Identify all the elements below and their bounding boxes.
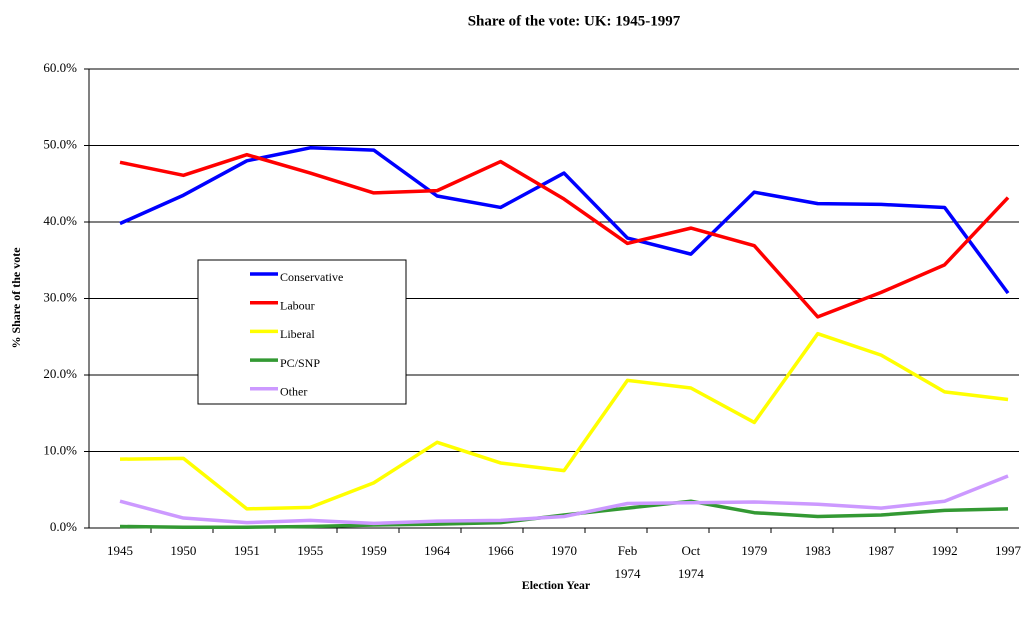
y-tick-label: 20.0% [43,366,77,381]
x-axis-label: Election Year [522,578,591,592]
legend-label: Labour [280,298,315,312]
x-tick-label: 1983 [804,543,831,558]
legend-box [197,259,407,405]
x-tick-label: 1959 [360,543,387,558]
x-tick-label: 1955 [297,543,324,558]
y-tick-label: 60.0% [43,60,77,75]
x-tick-label: Oct 1974 [677,543,704,581]
legend-label: Conservative [280,270,343,284]
x-tick-label: 1951 [233,543,260,558]
y-tick-label: 0.0% [50,519,77,534]
y-tick-label: 30.0% [43,289,77,304]
legend-label: PC/SNP [280,356,320,370]
x-tick-label: 1966 [487,543,514,558]
x-tick-label: Feb 1974 [614,543,641,581]
legend-label: Liberal [280,327,315,341]
series-line [119,146,1010,295]
series-line [119,331,1009,511]
chart-title: Share of the vote: UK: 1945-1997 [468,13,681,29]
series-line [119,474,1009,526]
x-tick-label: 1970 [551,543,577,558]
x-tick-label: 1964 [424,543,451,558]
x-tick-label: 1997 [995,543,1022,558]
x-tick-label: 1950 [170,543,197,558]
series-line [119,152,1010,319]
legend-label: Other [280,385,307,399]
y-tick-label: 10.0% [43,442,77,457]
x-tick-label: 1987 [868,543,895,558]
y-tick-label: 40.0% [43,213,77,228]
y-tick-label: 50.0% [43,136,77,151]
y-axis-label: % Share of the vote [9,247,23,349]
x-tick-label: 1979 [741,543,768,558]
x-tick-label: 1992 [931,543,958,558]
x-tick-label: 1945 [107,543,133,558]
